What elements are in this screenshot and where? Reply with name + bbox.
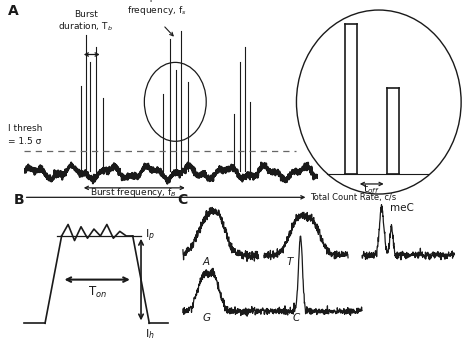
- Text: C: C: [292, 313, 299, 323]
- Text: G: G: [202, 313, 210, 323]
- Text: meC: meC: [390, 203, 414, 213]
- Text: B: B: [14, 193, 25, 207]
- Text: I$_p$: I$_p$: [145, 228, 155, 244]
- Text: t$_{off}$: t$_{off}$: [363, 183, 380, 197]
- Text: Total Count Rate, c/s: Total Count Rate, c/s: [310, 193, 396, 202]
- Text: Spike
frequency, f$_s$: Spike frequency, f$_s$: [127, 0, 186, 17]
- Text: T: T: [286, 257, 293, 267]
- Text: I$_h$: I$_h$: [145, 327, 155, 340]
- Text: Burst
duration, T$_b$: Burst duration, T$_b$: [58, 10, 113, 33]
- Text: l thresh: l thresh: [8, 125, 43, 134]
- Text: C: C: [177, 193, 188, 207]
- Text: = 1.5 σ: = 1.5 σ: [8, 137, 42, 146]
- Text: T$_{on}$: T$_{on}$: [88, 285, 107, 300]
- Text: A: A: [8, 4, 19, 18]
- Text: Burst frequency, f$_B$: Burst frequency, f$_B$: [90, 185, 177, 199]
- Text: A: A: [202, 257, 210, 267]
